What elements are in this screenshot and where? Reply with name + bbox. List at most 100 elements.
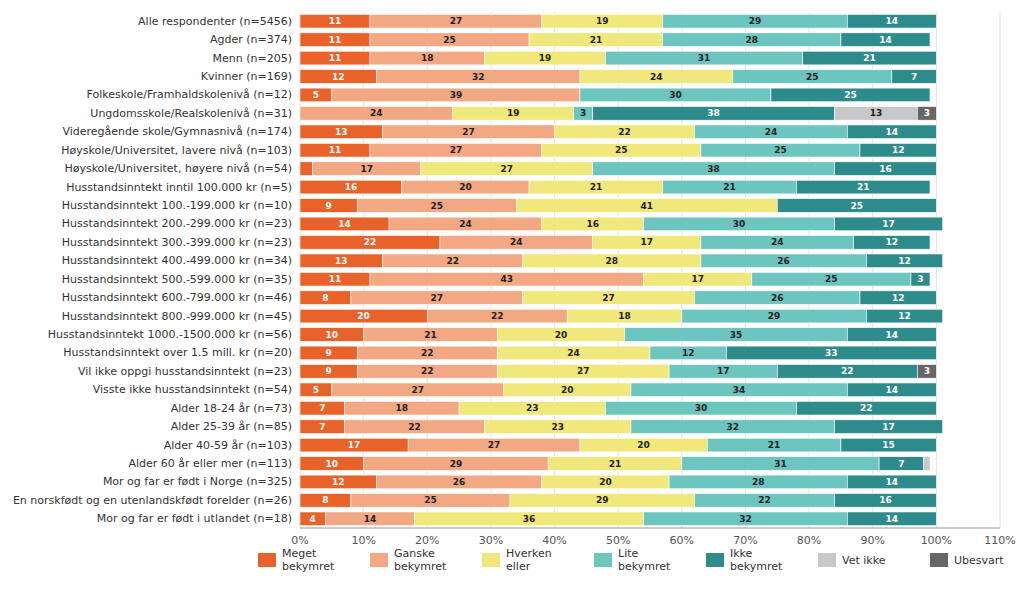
bar-segment [841, 33, 930, 47]
bar-segment [701, 236, 854, 250]
bar-segment [485, 420, 631, 434]
bar-segment [453, 107, 574, 121]
data-label: 24 [459, 219, 472, 229]
data-label: 8 [322, 495, 328, 505]
bar-segment [300, 107, 453, 121]
bar-segment [847, 125, 936, 139]
bar-segment [644, 512, 848, 526]
data-label: 22 [421, 366, 434, 376]
bar-segment [777, 199, 936, 213]
data-label: 24 [567, 348, 580, 358]
bar-segment [605, 401, 796, 415]
bar-segment [300, 383, 332, 397]
data-label: 27 [501, 164, 514, 174]
bar-segment [644, 217, 835, 231]
data-label: 24 [771, 237, 784, 247]
bar-segment [300, 14, 370, 28]
data-label: 17 [348, 440, 361, 450]
data-label: 14 [364, 514, 377, 524]
data-label: 5 [313, 385, 319, 395]
bar-segment [364, 328, 498, 342]
bar-segment [345, 401, 460, 415]
data-label: 16 [879, 495, 892, 505]
data-label: 25 [844, 90, 857, 100]
x-tick-label: 20% [415, 534, 439, 547]
legend-label: Litebekymret [618, 547, 671, 573]
bar-segment [854, 236, 930, 250]
data-label: 9 [326, 201, 332, 211]
bar-segment [421, 162, 593, 176]
x-tick-label: 30% [479, 534, 503, 547]
bar-segment [707, 438, 841, 452]
bar-segment [835, 162, 937, 176]
data-label: 21 [863, 53, 876, 63]
data-label: 27 [462, 127, 475, 137]
data-label: 7 [911, 72, 917, 82]
data-label: 5 [313, 90, 319, 100]
legend-swatch [706, 553, 724, 567]
x-tick-label: 90% [861, 534, 885, 547]
bar-segment [485, 51, 606, 65]
legend-label-line: Ganske [394, 547, 435, 560]
bar-segment [300, 309, 427, 323]
data-label: 12 [898, 256, 911, 266]
x-axis: 0%10%20%30%40%50%60%70%80%90%100%110% [291, 528, 1015, 547]
data-label: 16 [879, 164, 892, 174]
bar-segment [650, 346, 726, 360]
data-label: 23 [551, 422, 564, 432]
legend-label-line: Ikke [730, 547, 753, 560]
bar-segment [892, 70, 937, 84]
data-label: 25 [825, 274, 838, 284]
data-label: 4 [310, 514, 316, 524]
bar-segment [796, 401, 936, 415]
data-label: 14 [886, 385, 899, 395]
bar-segment [313, 162, 421, 176]
bar-segment [300, 457, 364, 471]
data-label: 20 [599, 477, 612, 487]
bar-segment [580, 88, 771, 102]
data-label: 22 [446, 256, 459, 266]
data-label: 41 [641, 201, 654, 211]
bar-segment [841, 438, 936, 452]
data-labels: 1127192914112521281411181931211232242575… [310, 16, 930, 524]
bar-segment [631, 420, 835, 434]
legend-label: Megetbekymret [282, 547, 335, 573]
bar-segment [669, 365, 777, 379]
data-label: 26 [777, 256, 790, 266]
data-label: 9 [326, 366, 332, 376]
bar-segment [695, 291, 860, 305]
bar-segment [752, 272, 911, 286]
data-label: 39 [450, 90, 463, 100]
data-label: 29 [768, 311, 781, 321]
bar-segment [357, 199, 516, 213]
bar-segment [370, 33, 529, 47]
data-label: 3 [917, 274, 923, 284]
bar-segment [796, 180, 930, 194]
legend-label: Hverkeneller [506, 547, 552, 573]
data-label: 18 [618, 311, 631, 321]
x-tick-label: 50% [606, 534, 630, 547]
legend-label-line: bekymret [618, 560, 671, 573]
data-label: 26 [453, 477, 466, 487]
category-label: Husstandsinntekt inntil 100.000 kr (n=5) [66, 181, 292, 194]
legend-label: Ubesvart [954, 554, 1004, 567]
category-label: Alle respondenter (n=5456) [138, 15, 292, 28]
data-label: 20 [555, 330, 568, 340]
category-label: Alder 40-59 år (n=103) [164, 439, 292, 452]
bar-segment [408, 438, 580, 452]
bar-segment [529, 33, 663, 47]
category-label: Husstandsinntekt 600.-799.000 kr (n=46) [62, 291, 292, 304]
bar-segment [523, 254, 701, 268]
legend-label: Vet ikke [842, 554, 886, 567]
data-label: 25 [424, 495, 437, 505]
bar-segment [663, 14, 848, 28]
data-label: 14 [886, 127, 899, 137]
category-label: Husstandsinntekt 1000.-1500.000 kr (n=56… [48, 328, 292, 341]
bar-segment [917, 107, 936, 121]
bar-segment [300, 291, 351, 305]
bar-segment [701, 254, 866, 268]
data-label: 20 [459, 182, 472, 192]
bar-segment [847, 383, 936, 397]
bar-segment [370, 51, 485, 65]
bar-segment [300, 346, 357, 360]
